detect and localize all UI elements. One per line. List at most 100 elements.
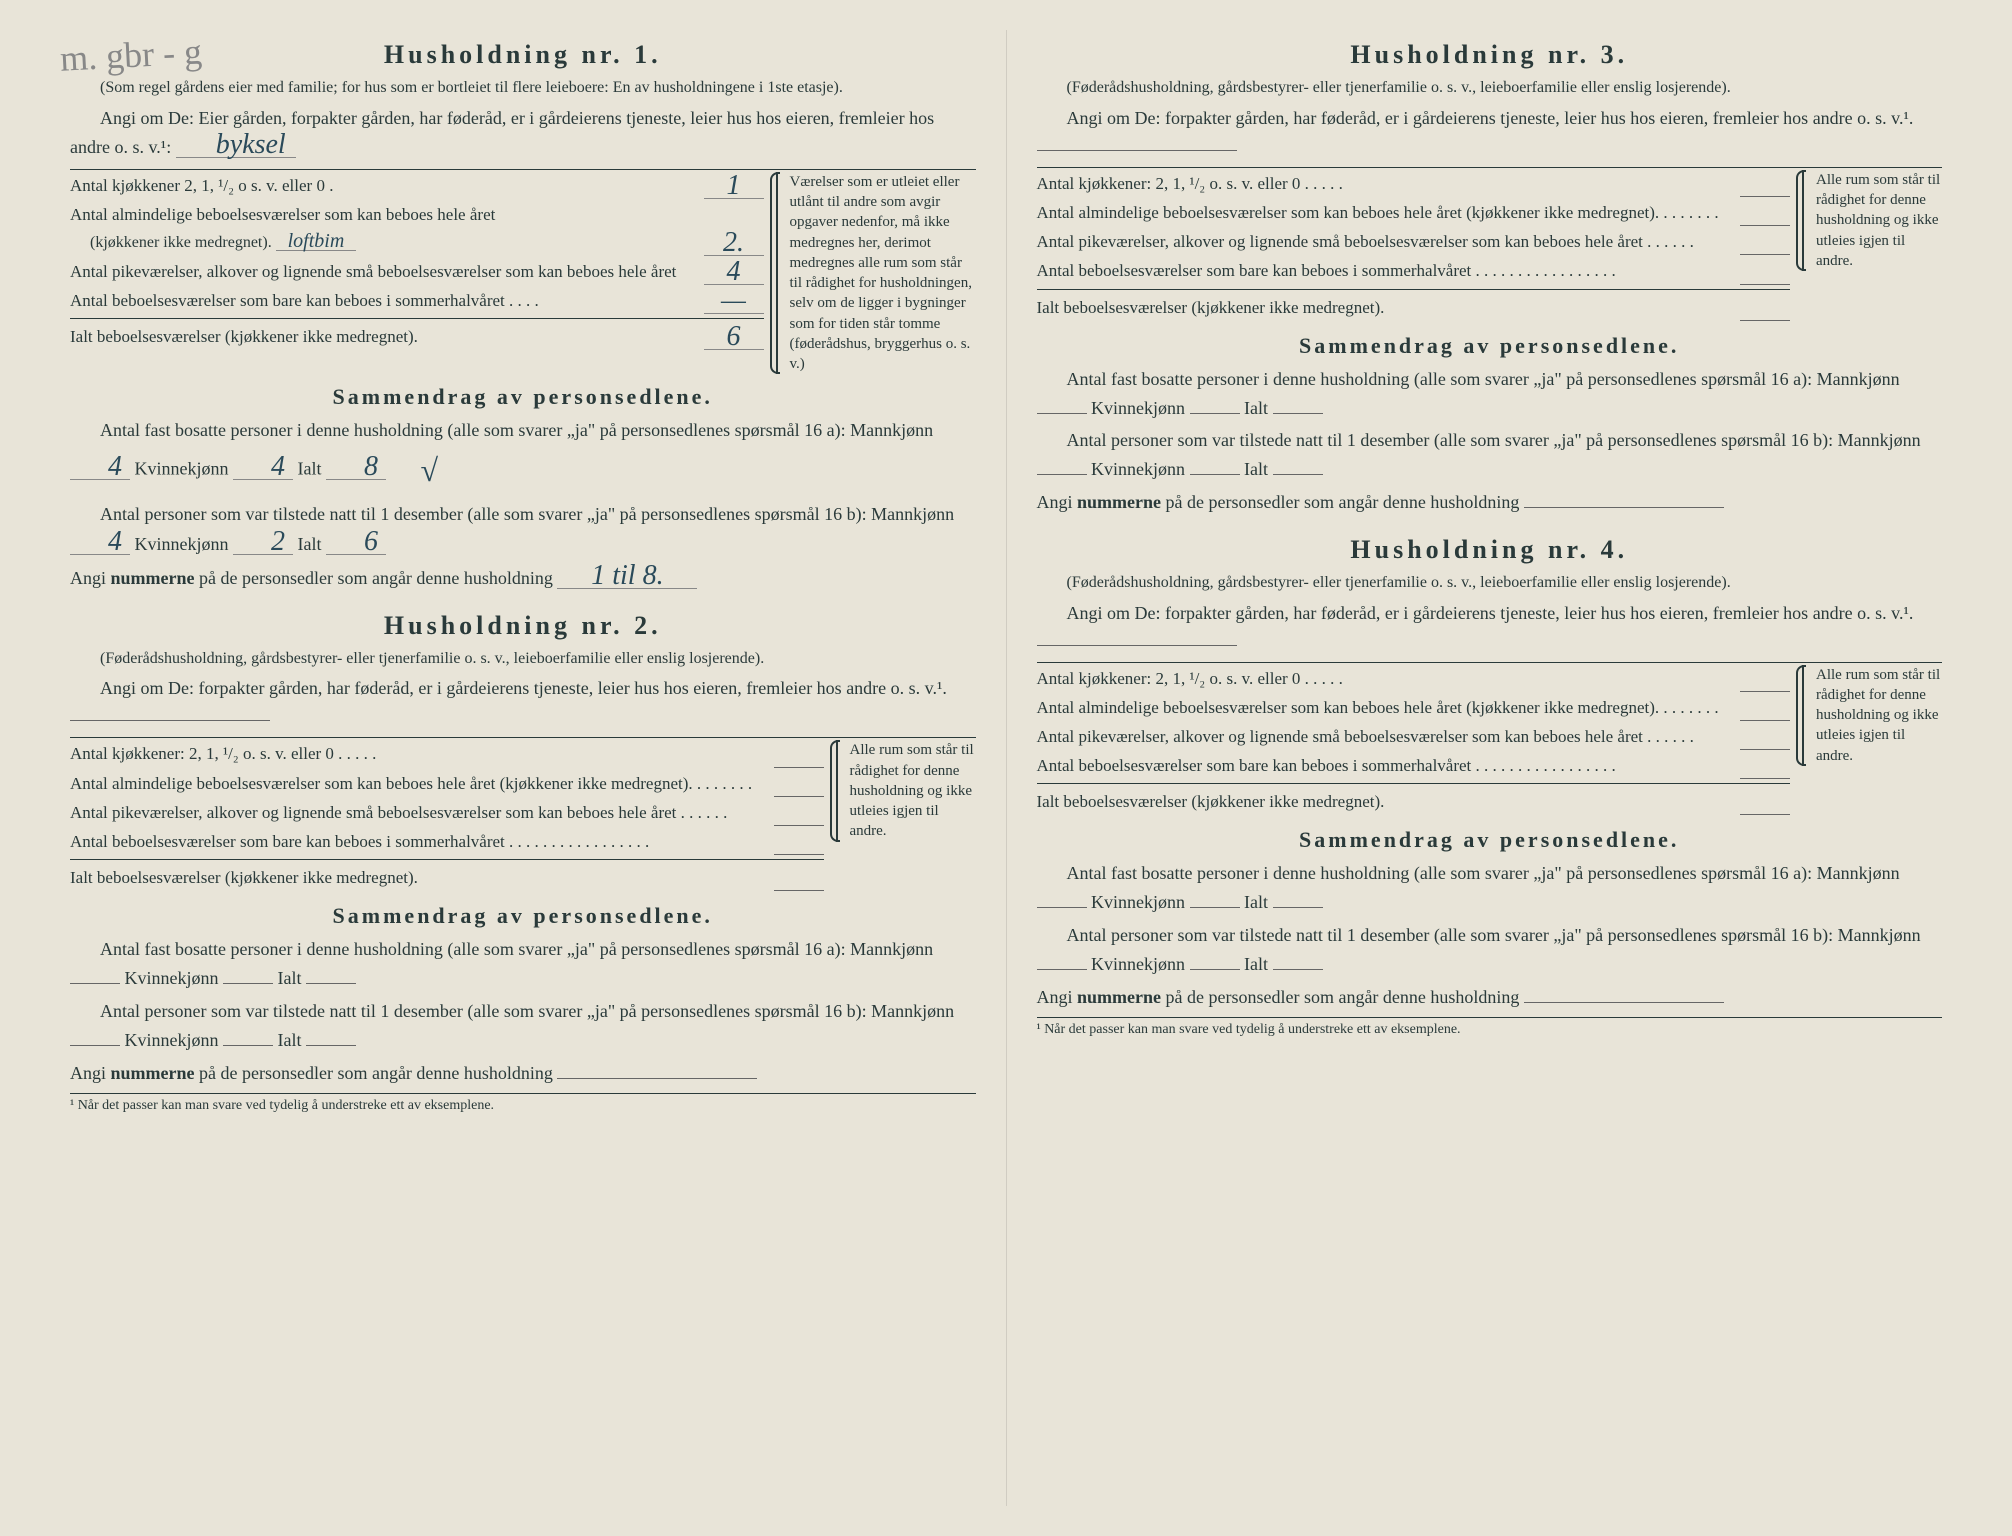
separator: [70, 1093, 976, 1094]
hh4-s2-text: Antal personer som var tilstede natt til…: [1067, 925, 1921, 945]
hh3-summary-title: Sammendrag av personsedlene.: [1037, 333, 1943, 359]
hh2-s1: Antal fast bosatte personer i denne hush…: [70, 935, 976, 993]
hh3-rooms: Antal kjøkkener: 2, 1, ¹/₂ o. s. v. elle…: [1037, 170, 1791, 323]
hh4-r1: Antal kjøkkener: 2, 1, ¹/₂ o. s. v. elle…: [1037, 665, 1741, 692]
hh2-title: Husholdning nr. 2.: [70, 611, 976, 641]
hh2-s3: Angi nummerne på de personsedler som ang…: [70, 1059, 976, 1088]
blank: [1740, 207, 1790, 226]
blank: [1190, 455, 1240, 475]
hh4-rooms: Antal kjøkkener: 2, 1, ¹/₂ o. s. v. elle…: [1037, 665, 1791, 818]
hh3-s2-i: Ialt: [1244, 459, 1268, 479]
hh2-prompt-text: Angi om De: forpakter gården, har føderå…: [100, 678, 947, 698]
household-2: Husholdning nr. 2. (Føderådshusholdning,…: [70, 611, 976, 1115]
blank: [1037, 133, 1237, 151]
hh1-r2-text: Antal almindelige beboelsesværelser som …: [70, 205, 495, 224]
left-page: m. gbr - g Husholdning nr. 1. (Som regel…: [40, 30, 1007, 1506]
blank: [1740, 178, 1790, 197]
hh1-s2-ilabel: Ialt: [298, 534, 322, 554]
hh4-brace: Alle rum som står til rådighet for denne…: [1802, 665, 1942, 766]
blank: [1037, 455, 1087, 475]
separator: [70, 737, 976, 738]
hh4-title: Husholdning nr. 4.: [1037, 535, 1943, 565]
nummerne-label: nummerne: [1077, 987, 1161, 1007]
blank: [1037, 394, 1087, 414]
blank: [557, 1061, 757, 1079]
household-4: Husholdning nr. 4. (Føderådshusholdning,…: [1037, 535, 1943, 1039]
blank: [774, 749, 824, 768]
hh4-r4: Antal beboelsesværelser som bare kan beb…: [1037, 752, 1741, 779]
hh1-s1-m: 4: [70, 454, 130, 480]
hh1-r5-val: 6: [704, 324, 764, 350]
hh3-s1-i: Ialt: [1244, 398, 1268, 418]
hh3-s1-k: Kvinnekjønn: [1091, 398, 1185, 418]
hh1-r3-val: 4: [704, 259, 764, 285]
hh1-title: Husholdning nr. 1.: [70, 40, 976, 70]
hh1-r2-sub: (kjøkkener ikke medregnet).: [70, 234, 272, 251]
blank: [1740, 237, 1790, 256]
hh1-s2: Antal personer som var tilstede natt til…: [70, 500, 976, 559]
hh1-r2-label: Antal almindelige beboelsesværelser som …: [70, 201, 704, 256]
hh2-r5: Ialt beboelsesværelser (kjøkkener ikke m…: [70, 864, 774, 891]
hh1-s3: Angi nummerne på de personsedler som ang…: [70, 563, 976, 593]
blank: [1190, 950, 1240, 970]
blank: [774, 807, 824, 826]
hh3-r4: Antal beboelsesværelser som bare kan beb…: [1037, 257, 1741, 284]
hh4-r3: Antal pikeværelser, alkover og lignende …: [1037, 723, 1741, 750]
hh4-subtitle: (Føderådshusholdning, gårdsbestyrer- ell…: [1037, 573, 1943, 594]
blank: [1037, 888, 1087, 908]
hh3-rooms-block: Antal kjøkkener: 2, 1, ¹/₂ o. s. v. elle…: [1037, 170, 1943, 323]
pencil-annotation: m. gbr - g: [59, 30, 203, 79]
blank: [1190, 394, 1240, 414]
blank: [1740, 302, 1790, 321]
hh2-r2: Antal almindelige beboelsesværelser som …: [70, 770, 774, 797]
hh4-prompt: Angi om De: forpakter gården, har føderå…: [1037, 600, 1943, 654]
hh1-subtitle: (Som regel gårdens eier med familie; for…: [70, 78, 976, 99]
hh1-rooms: Antal kjøkkener 2, 1, ¹/₂ o s. v. eller …: [70, 172, 764, 353]
hh3-prompt-text: Angi om De: forpakter gården, har føderå…: [1067, 108, 1914, 128]
separator: [70, 169, 976, 170]
hh2-s2: Antal personer som var tilstede natt til…: [70, 997, 976, 1055]
blank: [1273, 455, 1323, 475]
hh1-s2-k: 2: [233, 529, 293, 555]
blank: [306, 964, 356, 984]
hh4-r5: Ialt beboelsesværelser (kjøkkener ikke m…: [1037, 788, 1741, 815]
hh3-r3: Antal pikeværelser, alkover og lignende …: [1037, 228, 1741, 255]
household-3: Husholdning nr. 3. (Føderådshusholdning,…: [1037, 40, 1943, 517]
hh1-brace-note: Værelser som er utleiet eller utlånt til…: [776, 172, 976, 375]
hh2-s2-i: Ialt: [278, 1030, 302, 1050]
hh1-r4-label: Antal beboelsesværelser som bare kan beb…: [70, 287, 704, 314]
hh1-r1-label: Antal kjøkkener 2, 1, ¹/₂ o s. v. eller …: [70, 172, 704, 199]
blank: [223, 1026, 273, 1046]
hh4-s1-i: Ialt: [1244, 892, 1268, 912]
blank: [1273, 394, 1323, 414]
hh1-prompt: Angi om De: Eier gården, forpakter gårde…: [70, 105, 976, 161]
hh2-s2-k: Kvinnekjønn: [125, 1030, 219, 1050]
hh4-r2: Antal almindelige beboelsesværelser som …: [1037, 694, 1741, 721]
hh2-r4: Antal beboelsesværelser som bare kan beb…: [70, 828, 774, 855]
blank: [774, 778, 824, 797]
hh1-prompt-fill: byksel: [176, 132, 296, 158]
household-1: Husholdning nr. 1. (Som regel gårdens ei…: [70, 40, 976, 593]
blank: [1273, 950, 1323, 970]
hh4-s1: Antal fast bosatte personer i denne hush…: [1037, 859, 1943, 917]
nummerne-label: nummerne: [111, 1063, 195, 1083]
hh1-s3-val: 1 til 8.: [557, 563, 697, 589]
hh2-rooms: Antal kjøkkener: 2, 1, ¹/₂ o. s. v. elle…: [70, 740, 824, 893]
hh1-r2-note: loftbim: [276, 232, 356, 251]
hh3-r5: Ialt beboelsesværelser (kjøkkener ikke m…: [1037, 294, 1741, 321]
hh4-prompt-text: Angi om De: forpakter gården, har føderå…: [1067, 603, 1914, 623]
separator: [1037, 662, 1943, 663]
blank: [70, 1026, 120, 1046]
hh1-s1-k: 4: [233, 454, 293, 480]
hh1-rooms-block: Antal kjøkkener 2, 1, ¹/₂ o s. v. eller …: [70, 172, 976, 375]
hh2-prompt-blank: [70, 703, 270, 721]
hh2-s2-text: Antal personer som var tilstede natt til…: [100, 1001, 954, 1021]
hh1-r4-val: —: [704, 288, 764, 314]
hh2-r1: Antal kjøkkener: 2, 1, ¹/₂ o. s. v. elle…: [70, 740, 774, 767]
hh1-s1-klabel: Kvinnekjønn: [135, 459, 229, 479]
hh3-s1-text: Antal fast bosatte personer i denne hush…: [1067, 369, 1900, 389]
hh2-r3: Antal pikeværelser, alkover og lignende …: [70, 799, 774, 826]
footnote-right: ¹ Når det passer kan man svare ved tydel…: [1037, 1022, 1943, 1038]
blank: [306, 1026, 356, 1046]
blank: [70, 964, 120, 984]
